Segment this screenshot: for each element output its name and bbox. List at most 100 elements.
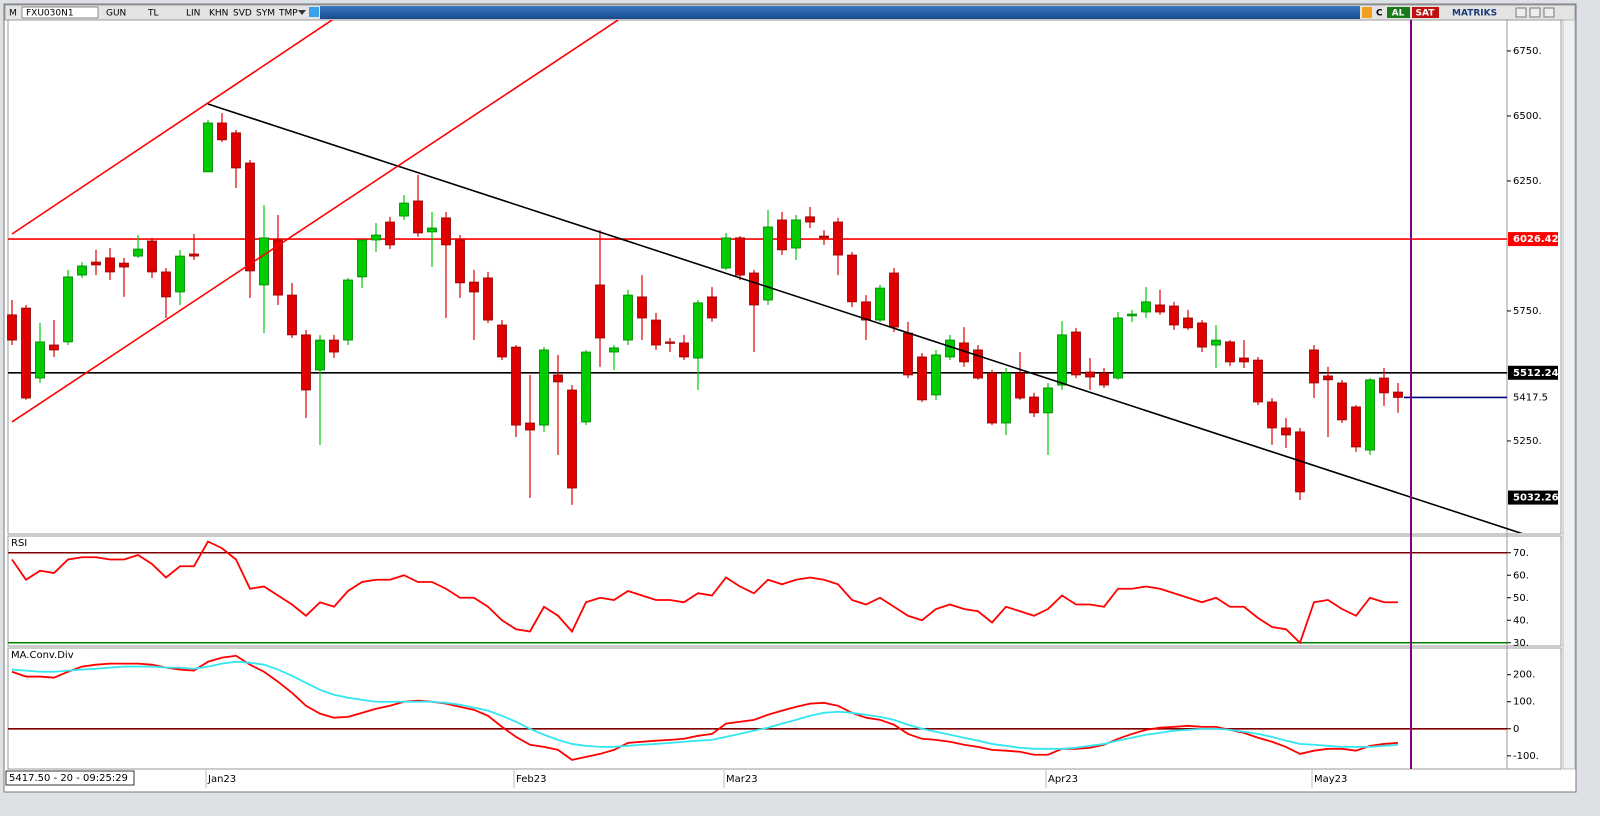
menu-button[interactable]: M (9, 9, 17, 19)
trendlines (11, 20, 1523, 533)
candle-body (1323, 375, 1333, 381)
candle-body (1183, 317, 1193, 329)
candle-body (35, 341, 45, 379)
candle-body (553, 374, 563, 383)
dropdown-arrow[interactable] (298, 10, 306, 15)
trendline (207, 103, 1523, 533)
candle-body (497, 324, 507, 358)
last-price-label: 5417.5 (1513, 392, 1548, 403)
candle-body (1267, 401, 1277, 429)
side-strip (1562, 19, 1576, 770)
series-line (11, 660, 1399, 750)
x-tick-label: Feb23 (516, 774, 546, 785)
candle-body (1015, 372, 1025, 399)
candle-body (329, 339, 339, 353)
candle-body (973, 349, 983, 379)
candle-body (1225, 341, 1235, 363)
candle-body (903, 332, 913, 376)
candle-body (175, 255, 185, 293)
candle-body (1155, 304, 1165, 313)
y-tick-label: 200. (1513, 670, 1535, 681)
level-label: 6026.42 (1513, 234, 1559, 245)
candle-body (721, 237, 731, 269)
maximize-button[interactable] (1529, 7, 1541, 18)
candle-body (707, 296, 717, 319)
candle-body (1309, 349, 1319, 384)
buy-box[interactable] (1387, 7, 1410, 18)
candle-body (1141, 301, 1151, 313)
candle-body (63, 276, 73, 343)
candle-body (49, 344, 59, 351)
buy-button[interactable]: AL (1392, 9, 1405, 19)
candle-body (917, 356, 927, 401)
candle-body (217, 122, 227, 141)
y-tick-label: 0 (1513, 724, 1519, 735)
symbol[interactable]: FXU030N1 (26, 9, 74, 19)
candle-body (1253, 359, 1263, 403)
candle-body (1365, 379, 1375, 451)
candle-body (1281, 427, 1291, 436)
refresh-button[interactable]: C (1376, 9, 1383, 19)
candle-body (427, 227, 437, 233)
candle-body (875, 287, 885, 321)
candle-body (1029, 396, 1039, 414)
sell-button[interactable]: SAT (1416, 9, 1436, 19)
candle-body (749, 272, 759, 306)
x-tick-label: May23 (1314, 774, 1347, 785)
panel-0: 5250. 5750. 6250. 6500. 6750. 5417.5 6026.42 55… (7, 20, 1559, 533)
candle-body (455, 239, 465, 284)
sell-box[interactable] (1412, 7, 1439, 18)
candle-body (7, 314, 17, 341)
toolbar-buttons: GUN TL LIN KHN SVD SYM TMP (106, 9, 298, 19)
candle-body (847, 254, 857, 303)
candle-body (161, 271, 171, 298)
candle-body (483, 277, 493, 321)
trendline-label: 5032.26 (1513, 493, 1559, 504)
y-tick-label: 70. (1513, 548, 1529, 559)
candle-body (301, 334, 311, 391)
twitter-icon[interactable] (309, 7, 319, 17)
toolbar-button[interactable]: TL (147, 9, 159, 19)
series-group (11, 654, 1399, 761)
y-tick-label: 50. (1513, 593, 1529, 604)
title-bar (320, 6, 1360, 19)
candle-body (133, 248, 143, 257)
minimize-button[interactable] (1515, 7, 1527, 18)
panel-1: 30. 40. 50. 60. 70. RSI (8, 538, 1529, 649)
toolbar-button[interactable]: TMP (278, 9, 298, 19)
macd-panel (7, 647, 1562, 770)
candle-body (105, 257, 115, 273)
toolbar-button[interactable]: KHN (209, 9, 228, 19)
candle-body (567, 389, 577, 489)
toolbar-button[interactable]: SYM (256, 9, 275, 19)
brand: MATRIKS (1452, 9, 1497, 19)
series-line (11, 654, 1399, 761)
symbol-box[interactable] (21, 6, 99, 19)
candle-body (763, 226, 773, 301)
candle-body (693, 302, 703, 359)
candle-body (231, 132, 241, 169)
y-tick-label: 100. (1513, 697, 1535, 708)
candle-body (833, 221, 843, 256)
toolbar-button[interactable]: LIN (186, 9, 200, 19)
candle-body (945, 339, 955, 358)
candle-body (777, 219, 787, 251)
panel-title: MA.Conv.Div (11, 650, 74, 661)
panel-2: -100. 0 100. 200. MA.Conv.Div (8, 650, 1539, 762)
candle-body (1239, 357, 1249, 363)
status-box (5, 770, 135, 786)
tool-icon[interactable] (1362, 7, 1372, 18)
candle-body (679, 342, 689, 358)
toolbar-button[interactable]: SVD (233, 9, 252, 19)
series-line (11, 540, 1398, 645)
candle-body (1057, 334, 1067, 386)
y-tick-label: 6750. (1513, 46, 1542, 57)
candle-body (259, 237, 269, 286)
x-tick-label: Mar23 (726, 774, 758, 785)
candle-body (385, 221, 395, 246)
close-button[interactable] (1543, 7, 1555, 18)
candle-body (343, 279, 353, 341)
trendline-label-box (1508, 490, 1558, 505)
toolbar-button[interactable]: GUN (106, 9, 126, 19)
